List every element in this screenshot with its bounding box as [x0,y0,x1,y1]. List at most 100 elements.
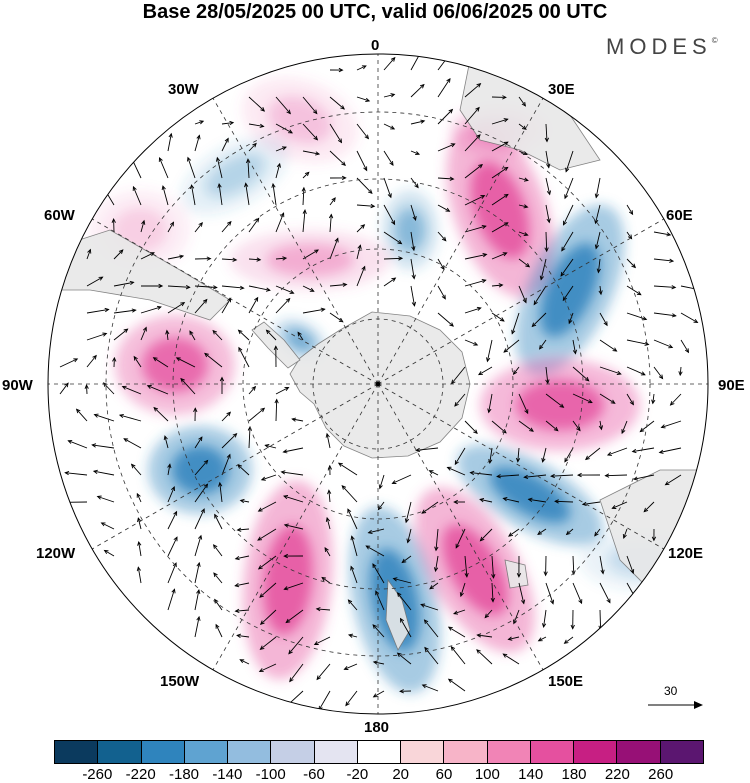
wind-arrow-head [546,218,551,224]
wind-arrow [545,393,564,408]
wind-arrow-head [199,120,205,125]
wind-arrow [478,366,493,375]
wind-arrow-head [411,301,417,307]
wind-arrow [383,93,395,98]
wind-arrow [383,277,396,287]
wind-arrow-head [325,516,331,522]
wind-arrow [356,65,367,71]
wind-arrow [329,96,345,110]
wind-arrow-head [264,444,270,449]
wind-arrow [237,634,250,638]
wind-arrow [518,123,527,130]
wind-arrow [605,474,628,477]
wind-arrow [410,231,415,251]
wind-arrow [119,414,142,422]
wind-arrow-head [236,527,242,532]
wind-arrow-head [411,274,416,280]
wind-arrow-head [545,379,550,385]
wind-arrow [545,150,550,168]
lon-label-120w: 120W [36,545,76,562]
lon-label-150w: 150W [160,673,200,690]
wind-arrow-head [594,193,599,199]
wind-arrow [626,204,633,215]
wind-arrow [545,582,554,604]
anomaly-core [268,96,332,144]
wind-arrow [491,118,508,125]
wind-arrow-head [179,254,185,259]
wind-arrow-head [549,599,555,605]
wind-arrow [551,474,574,477]
wind-arrow-head [512,370,518,376]
wind-arrow-head [102,332,108,337]
wind-arrow [450,646,466,665]
wind-arrow [545,123,548,142]
wind-arrow-head [639,427,645,433]
wind-arrow [568,312,574,324]
wind-arrow-head [585,455,590,461]
wind-arrow-head [476,134,481,139]
wind-arrow-head [480,195,486,199]
wind-arrow-head [238,346,243,352]
wind-arrow-head [634,598,639,603]
wind-arrow-head [392,577,398,582]
wind-arrow [219,482,223,503]
wind-arrow [476,649,493,665]
wind-arrow-head [283,553,289,559]
wind-arrow [564,636,574,644]
wind-arrow-head [218,481,223,487]
wind-arrow [237,528,250,531]
wind-arrow [595,177,601,198]
wind-arrow-head [315,607,321,612]
wind-arrow [321,577,331,584]
wind-arrow [518,420,534,432]
wind-arrow-head [391,277,397,282]
wind-arrow-head [341,175,347,181]
wind-arrow-head [446,77,451,83]
wind-arrow-head [169,221,175,227]
wind-arrow-head [203,459,209,465]
wind-arrow-head [227,220,232,226]
wind-arrow-head [450,143,456,148]
wind-arrow [275,96,291,114]
wind-arrow-head [92,354,97,360]
wind-arrow-head [612,347,618,352]
wind-arrow [626,339,649,345]
meridian-line [377,383,664,550]
wind-arrow [383,123,395,130]
wind-arrow-head [513,619,518,625]
wind-arrow-head [158,283,164,289]
wind-arrow [599,285,602,295]
wind-arrow-head [643,507,649,513]
wind-arrow [113,249,124,260]
wind-arrow [248,426,251,449]
wind-arrow-head [396,592,402,597]
wind-arrow-head [224,137,229,143]
wind-arrow-head [632,476,639,481]
wind-arrow [302,308,325,314]
wind-arrow-head [215,156,221,162]
wind-arrow [356,96,370,102]
wind-arrow-head [313,641,319,645]
wind-arrow-head [302,209,307,215]
map-border [47,53,709,715]
wind-arrow [410,84,425,98]
wind-arrow [633,474,655,480]
wind-arrow-head [252,142,257,148]
wind-arrow-head [93,413,99,418]
wind-arrow-head [367,189,373,195]
wind-arrow [448,678,466,692]
wind-arrow [316,663,331,680]
wind-arrow [329,214,332,233]
wind-arrow [572,420,581,431]
wind-arrow [373,661,385,665]
wind-arrow [140,252,155,260]
anomaly-core [442,524,508,616]
colorbar-swatch [573,741,617,763]
wind-arrow-head [622,533,627,539]
wind-arrow-head [449,322,454,327]
colorbar-swatch [443,741,487,763]
wind-arrow-head [345,701,350,707]
wind-arrow-head [271,182,276,188]
wind-arrow-head [564,457,569,463]
